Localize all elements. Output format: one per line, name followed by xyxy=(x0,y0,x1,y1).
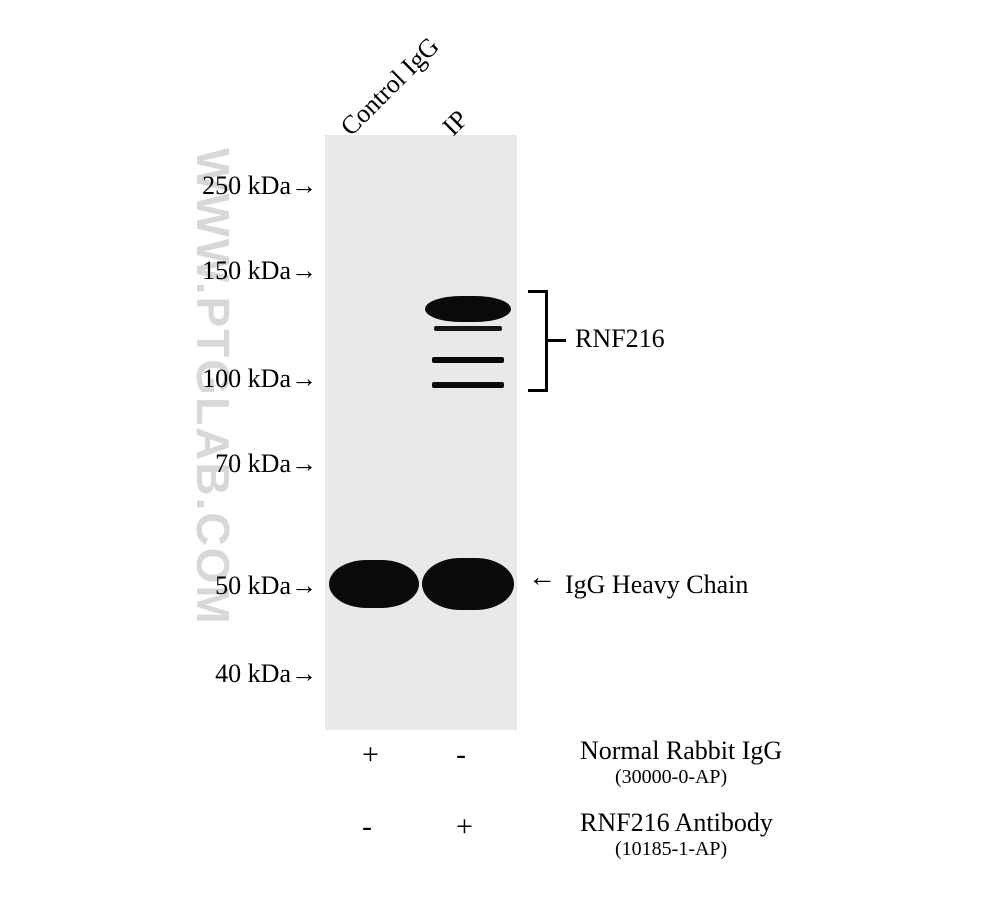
treatment-sublabel-row0: (30000-0-AP) xyxy=(615,766,727,789)
treatment-lane2-row1: + xyxy=(456,810,473,844)
treatment-label-row0: Normal Rabbit IgG xyxy=(580,736,782,766)
mw-marker: 100 kDa→ xyxy=(202,364,317,394)
treatment-sublabel-row1: (10185-1-AP) xyxy=(615,838,727,861)
western-blot-figure: WWW.PTGLAB.COM Control IgG IP 250 kDa→15… xyxy=(0,0,1000,903)
treatment-lane1-row0: + xyxy=(362,738,379,772)
rnf216-bracket xyxy=(528,290,548,392)
igg-hc-label: IgG Heavy Chain xyxy=(565,570,748,600)
treatment-lane1-row1: - xyxy=(362,810,372,844)
rnf216-label: RNF216 xyxy=(575,324,665,354)
band-rnf216_thin2 xyxy=(432,357,504,363)
lane-header-control: Control IgG xyxy=(335,31,446,142)
band-rnf216_thin3 xyxy=(432,382,504,388)
igg-hc-arrow-icon: ← xyxy=(528,562,556,594)
band-igg_lane1 xyxy=(329,560,419,608)
band-rnf216_thin1 xyxy=(434,326,502,331)
mw-marker: 50 kDa→ xyxy=(215,571,317,601)
rnf216-bracket-stem xyxy=(548,339,566,342)
treatment-lane2-row0: - xyxy=(456,738,466,772)
mw-marker: 40 kDa→ xyxy=(215,659,317,689)
mw-marker: 150 kDa→ xyxy=(202,256,317,286)
mw-marker: 250 kDa→ xyxy=(202,171,317,201)
band-rnf216_major xyxy=(425,296,511,322)
mw-marker: 70 kDa→ xyxy=(215,449,317,479)
treatment-label-row1: RNF216 Antibody xyxy=(580,808,773,838)
band-igg_lane2 xyxy=(422,558,514,610)
blot-membrane xyxy=(325,135,517,730)
